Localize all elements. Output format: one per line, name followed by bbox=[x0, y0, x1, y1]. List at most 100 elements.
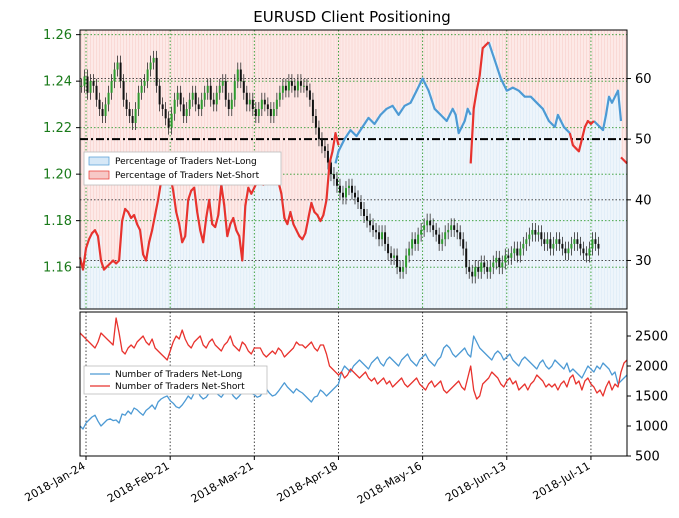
legend-box bbox=[83, 365, 268, 395]
price-candle-body bbox=[110, 81, 113, 93]
price-candle-body bbox=[263, 99, 266, 105]
bottom-legend: Number of Traders Net-Long Number of Tra… bbox=[83, 365, 268, 395]
price-candle-body bbox=[173, 99, 176, 114]
trader-count-axis: 500 1000 1500 2000 2500 bbox=[627, 330, 668, 465]
price-candle-body bbox=[426, 220, 429, 226]
price-candle-body bbox=[197, 104, 200, 110]
price-candle-body bbox=[344, 188, 347, 198]
top-panel-series bbox=[78, 41, 628, 284]
price-candle-body bbox=[513, 248, 516, 254]
price-candle-body bbox=[86, 76, 89, 93]
price-candle-body bbox=[248, 99, 251, 105]
price-candle-body bbox=[125, 99, 128, 110]
price-candle-body bbox=[122, 81, 125, 100]
price-candle-body bbox=[441, 239, 444, 244]
price-candle-body bbox=[104, 104, 107, 117]
price-candle-body bbox=[272, 109, 275, 117]
price-candle-body bbox=[107, 92, 110, 105]
price-candle-body bbox=[582, 248, 585, 254]
price-candle-body bbox=[299, 81, 302, 86]
net-long-shading bbox=[80, 42, 628, 310]
price-candle-body bbox=[462, 239, 465, 249]
count-tick-label: 1500 bbox=[635, 390, 668, 405]
price-candle-body bbox=[507, 255, 510, 258]
count-tick-label: 1000 bbox=[635, 420, 668, 435]
price-candle-body bbox=[411, 239, 414, 249]
price-candle-body bbox=[375, 229, 378, 233]
price-candle-body bbox=[435, 229, 438, 235]
price-candle-body bbox=[95, 85, 98, 100]
price-candle-body bbox=[573, 239, 576, 244]
traders-net-long-line bbox=[79, 335, 628, 430]
price-candle-body bbox=[314, 116, 317, 128]
price-candle-body bbox=[552, 243, 555, 249]
price-candle-body bbox=[390, 253, 393, 258]
price-candle-body bbox=[83, 76, 86, 86]
price-candle-body bbox=[429, 220, 432, 226]
price-candle-body bbox=[341, 192, 344, 198]
date-tick-label: 2018-Jul-11 bbox=[531, 459, 593, 502]
price-candle-body bbox=[516, 248, 519, 256]
price-candle-body bbox=[239, 69, 242, 82]
date-tick-label: 2018-Jan-24 bbox=[23, 459, 88, 504]
price-candle-body bbox=[591, 239, 594, 249]
price-candle-body bbox=[360, 202, 363, 210]
price-candle-body bbox=[251, 99, 254, 110]
price-candle-body bbox=[543, 239, 546, 244]
top-panel-grid bbox=[80, 30, 627, 309]
price-candle-body bbox=[525, 239, 528, 244]
price-candle-body bbox=[194, 92, 197, 105]
price-candle-body bbox=[537, 232, 540, 235]
price-candle-body bbox=[483, 262, 486, 268]
price-candle-body bbox=[119, 62, 122, 82]
price-candle-body bbox=[302, 85, 305, 87]
price-candle-body bbox=[152, 57, 155, 63]
price-axis: 1.16 1.18 1.20 1.22 1.24 1.26 bbox=[43, 28, 80, 276]
bottom-panel-series bbox=[79, 317, 628, 430]
price-candle-body bbox=[486, 267, 489, 272]
price-candle-body bbox=[369, 220, 372, 226]
price-candle-body bbox=[444, 232, 447, 240]
price-candle-body bbox=[92, 81, 95, 86]
price-candle-body bbox=[116, 62, 119, 70]
price-candle-body bbox=[450, 225, 453, 230]
price-candle-body bbox=[531, 229, 534, 235]
price-candle-body bbox=[167, 118, 170, 128]
price-candle-body bbox=[209, 85, 212, 100]
price-candle-body bbox=[597, 243, 600, 249]
price-candle-body bbox=[546, 239, 549, 244]
date-tick-label: 2018-Jun-13 bbox=[443, 459, 508, 504]
price-candle-body bbox=[128, 109, 131, 117]
price-candle-body bbox=[203, 92, 206, 100]
price-candle-body bbox=[561, 243, 564, 249]
price-candle-body bbox=[215, 92, 218, 105]
count-tick-label: 2000 bbox=[635, 360, 668, 375]
price-candle-body bbox=[233, 81, 236, 100]
price-candle-body bbox=[230, 99, 233, 110]
price-candle-body bbox=[320, 139, 323, 147]
price-candle-body bbox=[504, 255, 507, 263]
price-candle-body bbox=[161, 104, 164, 110]
percentage-tick-label: 60 bbox=[635, 72, 652, 87]
price-candle-body bbox=[242, 81, 245, 93]
price-candle-body bbox=[417, 234, 420, 244]
price-candle-body bbox=[528, 234, 531, 240]
price-candle-body bbox=[164, 109, 167, 119]
legend-label-traders-net-short: Number of Traders Net-Short bbox=[115, 382, 245, 392]
price-candle-body bbox=[540, 232, 543, 240]
price-candle-body bbox=[387, 243, 390, 254]
price-candle-body bbox=[510, 253, 513, 258]
price-candle-body bbox=[218, 85, 221, 93]
price-candle-body bbox=[363, 209, 366, 216]
top-legend: Percentage of Traders Net-Long Percentag… bbox=[83, 151, 282, 186]
price-candle-body bbox=[278, 92, 281, 100]
price-candle-body bbox=[290, 81, 293, 86]
price-candle-body bbox=[212, 99, 215, 105]
price-candle-body bbox=[149, 62, 152, 70]
price-candle-body bbox=[549, 239, 552, 249]
price-candle-body bbox=[350, 185, 353, 193]
price-candle-body bbox=[492, 262, 495, 268]
net-short-shading bbox=[80, 30, 628, 267]
net-short-percentage-line bbox=[568, 119, 595, 153]
price-candle-body bbox=[260, 99, 263, 110]
